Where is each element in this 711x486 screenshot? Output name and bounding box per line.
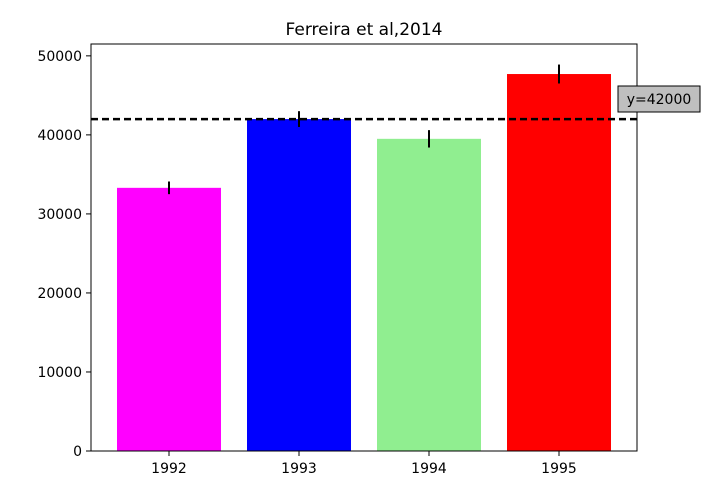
reference-label-text: y=42000 (627, 92, 692, 108)
bar-1995 (507, 74, 611, 451)
x-tick-label: 1993 (281, 461, 317, 477)
y-tick-label: 0 (73, 444, 82, 460)
reference-label-box (617, 85, 701, 113)
error-bars-group (168, 64, 560, 195)
bars-group (117, 74, 611, 451)
y-axis: 0 10000 20000 30000 40000 50000 (37, 49, 91, 460)
y-tick-label: 40000 (37, 128, 82, 144)
x-axis: 1992 1993 1994 1995 (151, 451, 577, 477)
x-tick-label: 1995 (541, 461, 577, 477)
y-tick-label: 20000 (37, 286, 82, 302)
plot-frame (90, 43, 638, 452)
y-tick-label: 50000 (37, 49, 82, 65)
y-tick-label: 10000 (37, 365, 82, 381)
bar-1993 (247, 119, 351, 451)
bar-1992 (117, 187, 221, 451)
chart-title: Ferreira et al,2014 (286, 20, 443, 40)
x-tick-label: 1994 (411, 461, 447, 477)
reference-line-label: y=42000 (617, 85, 701, 113)
bar-1994 (377, 138, 481, 451)
x-tick-label: 1992 (151, 461, 187, 477)
y-tick-label: 30000 (37, 207, 82, 223)
